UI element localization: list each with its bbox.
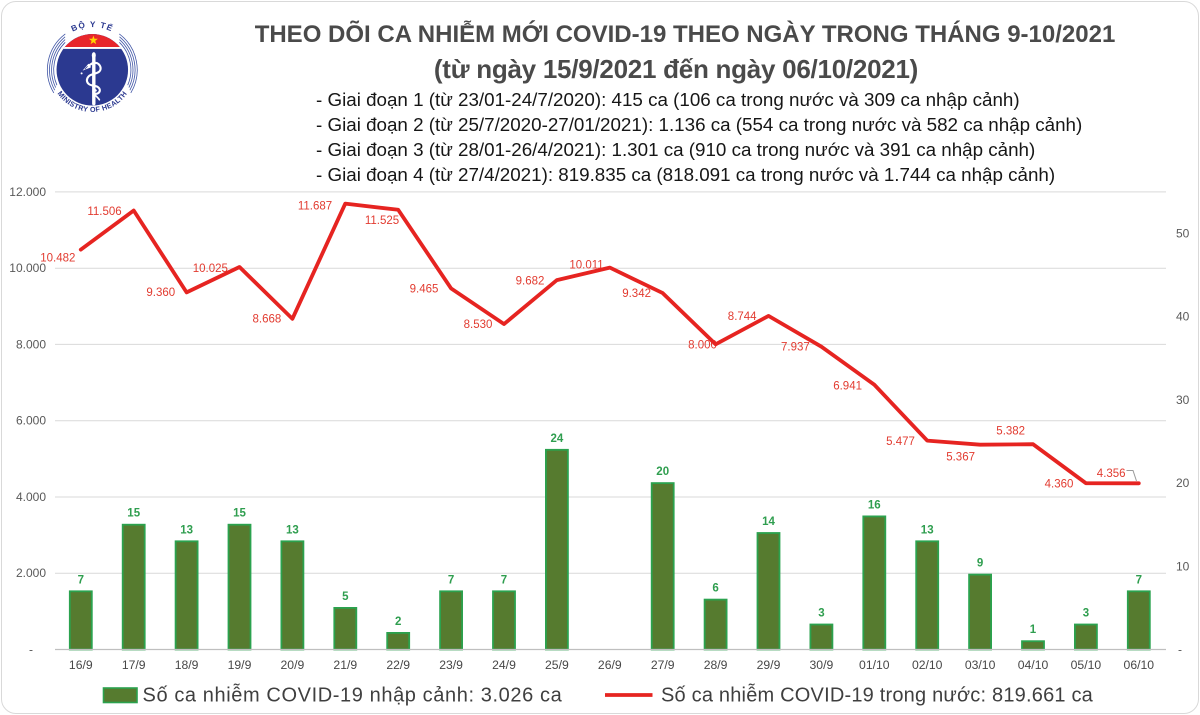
- svg-text:28/9: 28/9: [704, 658, 728, 672]
- svg-text:13: 13: [921, 524, 934, 536]
- svg-text:30: 30: [1176, 393, 1190, 407]
- svg-text:2.000: 2.000: [16, 566, 46, 580]
- svg-text:30/9: 30/9: [810, 658, 834, 672]
- svg-text:3: 3: [818, 608, 824, 620]
- svg-text:2: 2: [395, 616, 401, 628]
- svg-text:25/9: 25/9: [545, 658, 569, 672]
- svg-text:8.668: 8.668: [253, 314, 282, 326]
- svg-text:4.000: 4.000: [16, 490, 46, 504]
- svg-text:11.687: 11.687: [298, 200, 332, 212]
- svg-text:05/10: 05/10: [1071, 658, 1102, 672]
- svg-text:14: 14: [762, 516, 775, 528]
- svg-text:8.744: 8.744: [728, 311, 757, 323]
- svg-text:10.000: 10.000: [9, 261, 46, 275]
- svg-text:24: 24: [551, 433, 564, 445]
- svg-text:06/10: 06/10: [1124, 658, 1155, 672]
- svg-text:9.465: 9.465: [410, 284, 439, 296]
- svg-text:3: 3: [1083, 608, 1089, 620]
- svg-text:5.382: 5.382: [996, 426, 1025, 438]
- svg-text:19/9: 19/9: [228, 658, 252, 672]
- svg-text:7: 7: [501, 574, 507, 586]
- svg-text:6.941: 6.941: [833, 381, 862, 393]
- svg-text:16/9: 16/9: [69, 658, 93, 672]
- svg-text:03/10: 03/10: [965, 658, 996, 672]
- svg-text:-: -: [1178, 643, 1182, 657]
- svg-text:9: 9: [977, 558, 983, 570]
- svg-text:20: 20: [1176, 476, 1190, 490]
- svg-text:13: 13: [180, 524, 193, 536]
- svg-text:10.482: 10.482: [40, 253, 75, 265]
- svg-text:29/9: 29/9: [757, 658, 781, 672]
- svg-text:15: 15: [127, 508, 140, 520]
- svg-text:6: 6: [712, 583, 718, 595]
- svg-text:11.525: 11.525: [365, 215, 399, 227]
- svg-text:1: 1: [1030, 624, 1037, 636]
- svg-text:13: 13: [286, 524, 299, 536]
- svg-text:26/9: 26/9: [598, 658, 622, 672]
- svg-text:5: 5: [342, 591, 349, 603]
- svg-text:9.682: 9.682: [516, 276, 545, 288]
- svg-text:5.367: 5.367: [946, 451, 975, 463]
- svg-text:Số ca nhiễm COVID-19 nhập cảnh: Số ca nhiễm COVID-19 nhập cảnh: 3.026 ca: [143, 684, 563, 707]
- svg-text:8.000: 8.000: [16, 337, 46, 351]
- svg-text:50: 50: [1176, 227, 1190, 241]
- svg-text:20/9: 20/9: [281, 658, 305, 672]
- svg-text:7: 7: [448, 574, 454, 586]
- svg-text:5.477: 5.477: [886, 436, 915, 448]
- svg-text:-: -: [29, 643, 33, 657]
- svg-text:11.506: 11.506: [87, 206, 121, 218]
- svg-text:01/10: 01/10: [859, 658, 890, 672]
- svg-text:21/9: 21/9: [333, 658, 357, 672]
- svg-text:BỘ Y TẾ: BỘ Y TẾ: [70, 18, 115, 33]
- svg-text:22/9: 22/9: [386, 658, 410, 672]
- svg-text:18/9: 18/9: [175, 658, 199, 672]
- svg-text:9.360: 9.360: [146, 287, 175, 299]
- svg-text:7: 7: [1136, 574, 1142, 586]
- svg-text:6.000: 6.000: [16, 414, 46, 428]
- svg-text:Số ca nhiễm COVID-19 trong nướ: Số ca nhiễm COVID-19 trong nước: 819.661…: [661, 684, 1094, 707]
- svg-text:02/10: 02/10: [912, 658, 943, 672]
- svg-text:10.011: 10.011: [569, 260, 603, 272]
- svg-text:23/9: 23/9: [439, 658, 463, 672]
- svg-text:4.360: 4.360: [1045, 479, 1074, 491]
- svg-text:27/9: 27/9: [651, 658, 675, 672]
- svg-text:24/9: 24/9: [492, 658, 516, 672]
- svg-text:7: 7: [78, 574, 84, 586]
- svg-text:4.356: 4.356: [1097, 468, 1126, 480]
- svg-text:16: 16: [868, 499, 881, 511]
- svg-text:9.342: 9.342: [622, 288, 651, 300]
- svg-text:8.000: 8.000: [688, 340, 717, 352]
- svg-text:8.530: 8.530: [464, 319, 493, 331]
- svg-text:15: 15: [233, 508, 246, 520]
- svg-text:40: 40: [1176, 310, 1190, 324]
- svg-text:12.000: 12.000: [9, 185, 46, 199]
- svg-text:10.025: 10.025: [193, 263, 228, 275]
- svg-text:10: 10: [1176, 559, 1190, 573]
- svg-text:04/10: 04/10: [1018, 658, 1049, 672]
- svg-text:17/9: 17/9: [122, 658, 146, 672]
- svg-text:7.937: 7.937: [781, 342, 810, 354]
- svg-text:20: 20: [656, 466, 669, 478]
